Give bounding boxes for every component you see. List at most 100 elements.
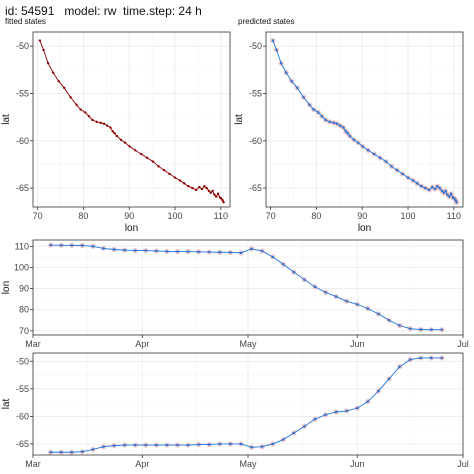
state-point [295, 86, 299, 90]
state-point [419, 328, 422, 331]
state-point [312, 108, 315, 111]
state-point [260, 249, 264, 253]
state-point [444, 189, 447, 193]
state-point [448, 195, 451, 198]
state-point [186, 443, 190, 447]
state-point [128, 145, 131, 148]
state-point [203, 184, 206, 188]
state-point [102, 445, 105, 448]
state-point [119, 138, 123, 142]
state-point [111, 130, 114, 133]
state-point [455, 201, 458, 204]
x-tick-label: 80 [78, 211, 88, 221]
state-point [155, 249, 158, 253]
state-point [356, 406, 359, 410]
state-point [113, 132, 116, 135]
state-point [59, 451, 63, 454]
state-point [194, 188, 198, 192]
y-tick-label: -60 [16, 136, 29, 146]
state-point [106, 124, 109, 127]
state-point [220, 197, 223, 200]
state-point [102, 247, 105, 250]
state-point [334, 410, 338, 414]
state-point [303, 278, 306, 281]
state-point [324, 118, 327, 122]
y-tick-label: -65 [249, 183, 262, 193]
y-tick-label: -65 [16, 183, 29, 193]
state-point [271, 39, 275, 42]
state-point [320, 114, 324, 118]
state-point [51, 71, 55, 74]
state-point [433, 187, 437, 191]
state-point [449, 192, 453, 195]
state-point [372, 152, 376, 156]
state-point [345, 300, 348, 303]
state-point [279, 62, 283, 65]
state-point [186, 250, 190, 253]
x-tick-label: Jul [457, 339, 469, 349]
state-point [123, 443, 126, 447]
chart-panel-4: Mar Apr May Jun Jul -50 -55 -60 -65 lat [1, 352, 469, 469]
state-point [59, 244, 63, 247]
x-axis-label: lon [358, 223, 371, 234]
state-point [91, 118, 94, 122]
state-point [42, 48, 45, 52]
chart-panel-1: 70 80 90 100 110 -50 -55 -60 -65 fitted states lon… [1, 17, 231, 234]
state-point [176, 250, 179, 253]
state-point [57, 79, 60, 83]
state-point [440, 189, 444, 193]
state-point [229, 251, 232, 254]
state-point [95, 120, 98, 124]
state-point [151, 160, 155, 163]
state-point [282, 438, 285, 441]
chart-panel-2: 70 80 90 100 110 -50 -55 -60 -65 predicted states… [234, 17, 464, 234]
panel-title: fitted states [5, 17, 46, 26]
state-point [324, 291, 327, 294]
state-point [197, 443, 200, 446]
track-line [50, 357, 442, 453]
state-point [213, 193, 216, 196]
y-tick-label: -60 [249, 136, 262, 146]
state-point [79, 108, 82, 111]
state-point [387, 319, 391, 322]
state-point [208, 250, 211, 254]
state-point [366, 149, 370, 152]
state-point [366, 400, 370, 403]
x-tick-label: 100 [168, 211, 183, 221]
state-point [408, 327, 412, 330]
state-point [398, 324, 401, 327]
state-point [440, 328, 444, 331]
state-point [356, 303, 359, 306]
panel-border [265, 31, 464, 208]
plot-area [33, 32, 230, 207]
state-point [346, 132, 349, 135]
state-point [440, 356, 444, 360]
state-point [69, 96, 72, 99]
x-tick-label: 110 [214, 211, 228, 221]
state-point [91, 245, 95, 248]
state-point [239, 442, 243, 446]
state-point [205, 186, 208, 190]
state-point [345, 409, 348, 413]
state-point [46, 62, 50, 65]
state-point [155, 443, 158, 447]
y-tick-label: -50 [16, 41, 29, 51]
state-point [271, 255, 274, 259]
state-point [134, 249, 137, 252]
state-point [109, 126, 112, 129]
state-point [38, 39, 42, 42]
y-tick-label: 70 [19, 326, 29, 336]
state-point [165, 250, 169, 253]
state-point [342, 126, 345, 129]
state-point [91, 448, 95, 451]
y-axis-label: lon [1, 281, 12, 294]
y-tick-label: -50 [249, 41, 262, 51]
state-point [144, 443, 147, 447]
x-tick-label: Apr [135, 459, 149, 469]
x-tick-label: Mar [25, 459, 41, 469]
panel-border [32, 31, 231, 208]
state-point [377, 389, 380, 393]
x-tick-label: Jun [350, 339, 365, 349]
state-point [406, 176, 410, 179]
x-tick-label: 70 [33, 211, 43, 221]
